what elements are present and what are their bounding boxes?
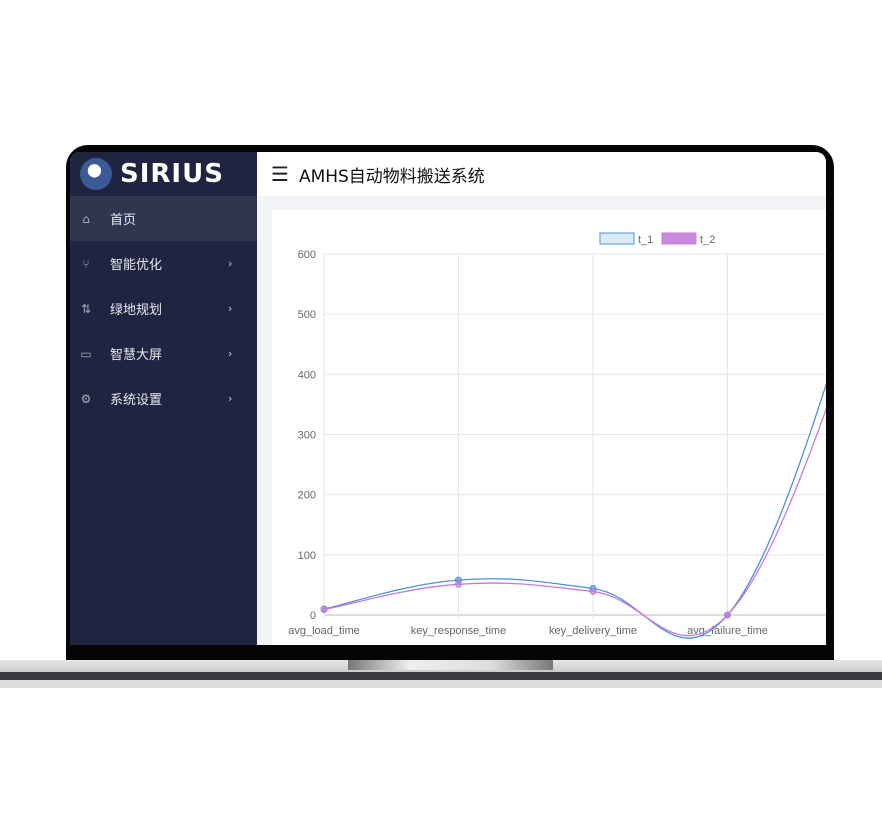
sidebar-item-1[interactable]: ⑂ 智能优化 › [70,241,257,286]
data-point-t_2[interactable] [724,611,731,619]
page-title: AMHS自动物料搬送系统 [298,166,485,187]
sidebar-item-4[interactable]: ⚙ 系统设置 › [70,376,257,421]
app-screen: SIRIUS ⌂ 首页 ⑂ 智能优化 › ⇅ 绿地规划 › ▭ 智慧大屏 › ⚙ 系统设置 › ☰ AMH… [70,152,826,645]
legend-label[interactable]: t_1 [638,234,653,246]
line-chart: 0 100 200 300 400 500 600 avg_load_time key_resp… [288,232,826,639]
sidebar-item-label: 智慧大屏 [110,348,163,363]
chart-card: 0 100 200 300 400 500 600 avg_load_time key_resp… [272,210,826,645]
data-point-t_2[interactable] [320,606,328,614]
pull-request-icon: ⇅ [80,301,92,316]
x-tick-label: key_response_time [411,625,506,637]
y-tick-label: 100 [298,550,316,562]
y-tick-label: 600 [298,249,316,261]
laptop-base-shadow [0,680,882,688]
legend-swatch-t_2[interactable] [661,232,697,245]
header: ☰ AMHS自动物料搬送系统 [257,152,826,196]
chevron-right-icon: › [228,302,233,315]
wolf-logo-icon [80,158,112,190]
y-tick-label: 500 [298,309,316,321]
sidebar-item-label: 系统设置 [110,393,163,408]
sidebar-item-label: 绿地规划 [110,303,163,318]
chevron-right-icon: › [228,392,233,405]
chevron-right-icon: › [228,347,233,360]
y-tick-label: 0 [310,610,316,622]
legend-label[interactable]: t_2 [700,234,715,246]
data-point-t_2[interactable] [455,580,462,588]
logo: SIRIUS [70,152,257,196]
gear-icon: ⚙ [80,391,92,406]
x-tick-label: key_delivery_time [549,625,637,637]
sidebar-item-2[interactable]: ⇅ 绿地规划 › [70,286,257,331]
chevron-right-icon: › [228,257,233,270]
home-icon: ⌂ [82,211,90,226]
hamburger-icon[interactable]: ☰ [271,162,289,186]
laptop-notch [348,660,553,670]
screen-icon: ▭ [80,346,92,361]
data-point-t_2[interactable] [589,588,597,596]
x-tick-label: avg_load_time [288,625,360,637]
y-tick-label: 400 [298,369,316,381]
sidebar-item-label: 智能优化 [110,258,163,273]
sidebar-item-label: 首页 [110,213,137,228]
sidebar-item-0[interactable]: ⌂ 首页 [70,196,257,241]
legend-swatch-t_1[interactable] [599,232,635,245]
branch-icon: ⑂ [82,256,90,271]
sidebar-item-3[interactable]: ▭ 智慧大屏 › [70,331,257,376]
x-tick-label: avg_failure_time [687,625,768,637]
laptop-base-edge [0,672,882,680]
brand-name: SIRIUS [120,159,224,189]
sidebar: SIRIUS ⌂ 首页 ⑂ 智能优化 › ⇅ 绿地规划 › ▭ 智慧大屏 › ⚙ 系统设置 › [70,152,257,645]
y-tick-label: 300 [298,430,316,442]
series-line-t_2 [323,407,826,637]
y-tick-label: 200 [298,490,316,502]
